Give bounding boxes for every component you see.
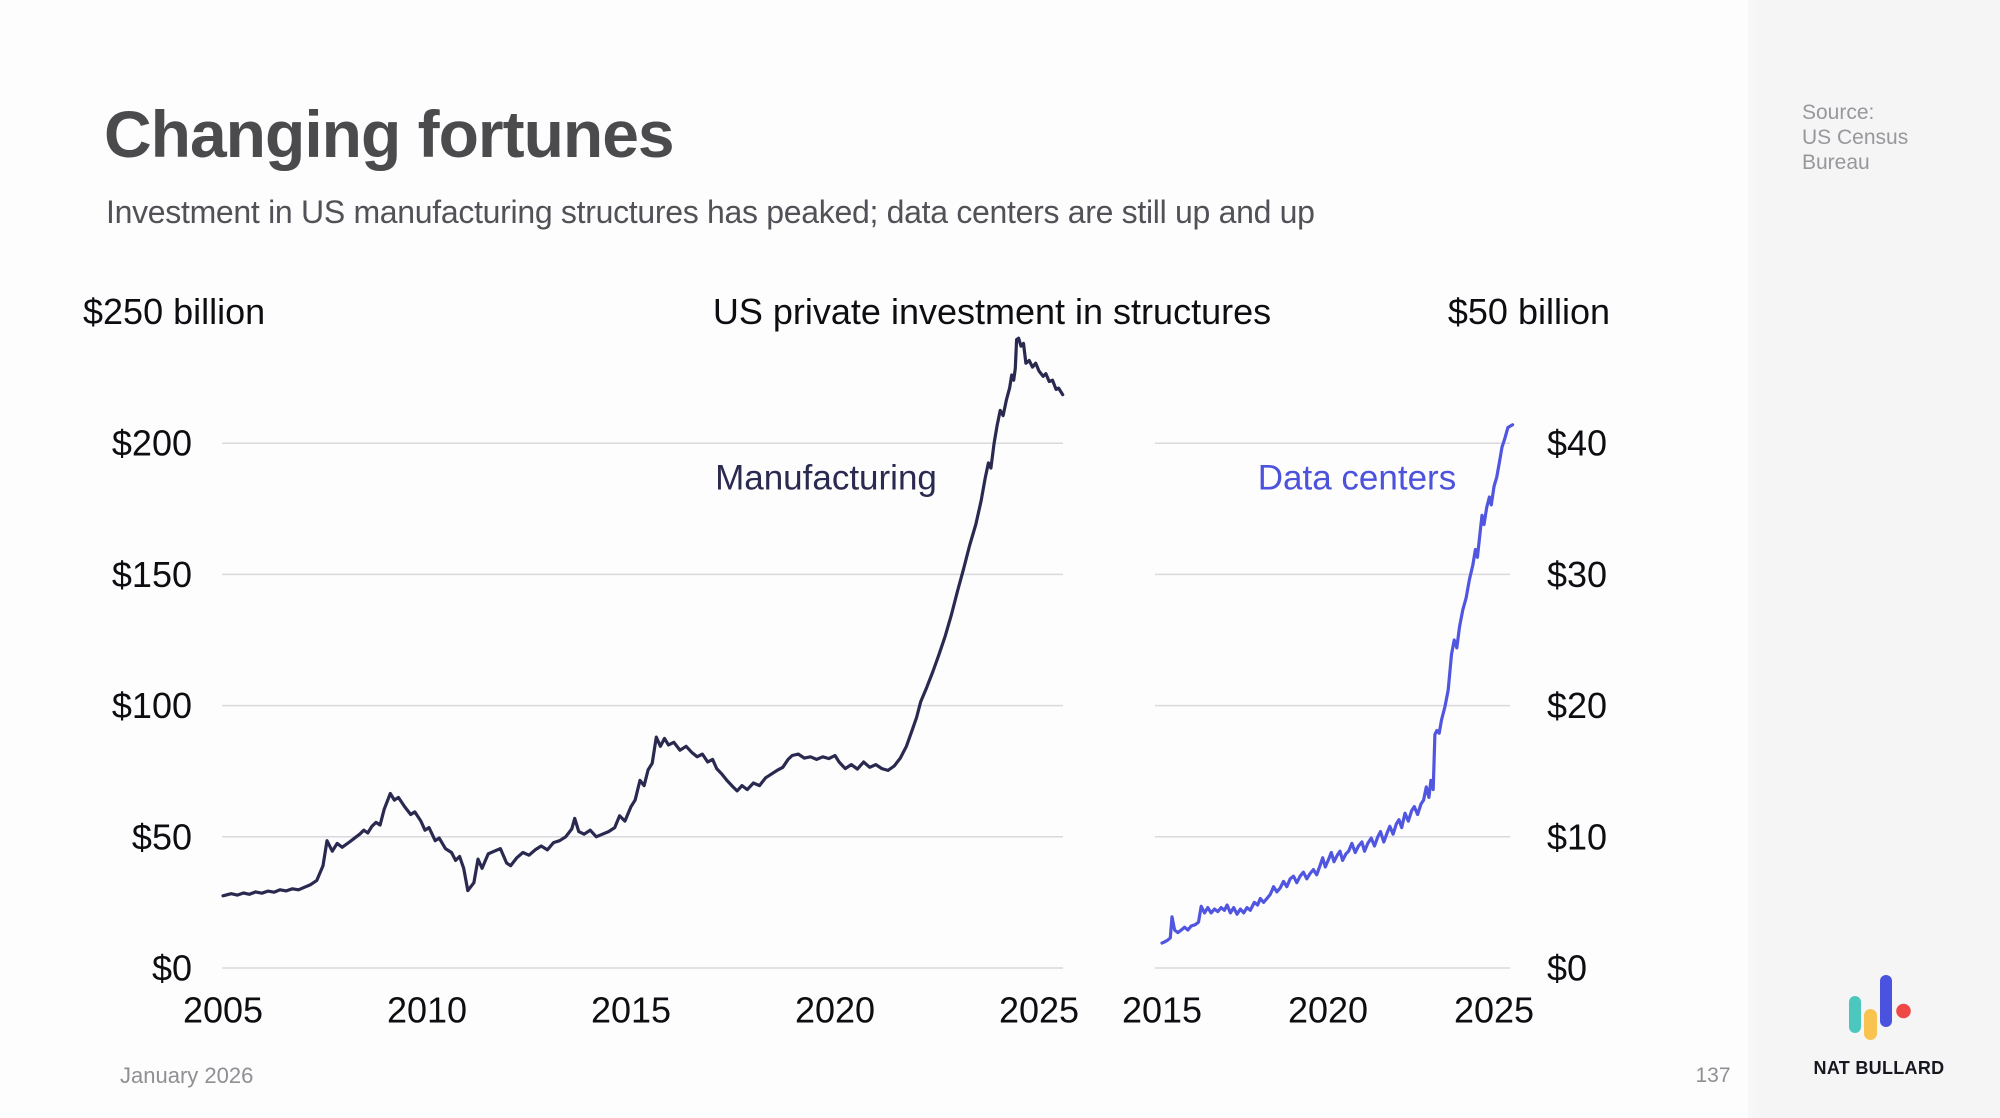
page-number: 137: [1695, 1064, 1731, 1087]
logo-bar-indigo: [1880, 975, 1892, 1027]
logo-dot-red: [1896, 1003, 1911, 1019]
logo-bar-teal: [1849, 996, 1861, 1033]
manufacturing-line: [221, 336, 1065, 898]
sidebar: Source: US Census Bureau NAT BULLARD: [1748, 0, 2000, 1118]
y-tick-label: $0: [152, 948, 192, 989]
brand-logo: [1849, 975, 1911, 1040]
data-centers-label: Data centers: [1258, 459, 1456, 498]
y-tick-label: $10: [1547, 816, 1607, 857]
left-axis-unit-label: $250 billion: [83, 291, 266, 332]
slide-title: Changing fortunes: [104, 97, 675, 171]
source-attribution: Source: US Census Bureau: [1802, 100, 1908, 175]
source-line: Bureau: [1802, 151, 1870, 174]
source-line: Source:: [1802, 101, 1875, 124]
x-tick-label: 2025: [999, 990, 1079, 1031]
x-tick-label: 2015: [1122, 990, 1202, 1031]
right-axis-unit-label: $50 billion: [1447, 291, 1610, 332]
x-tick-label: 2020: [795, 990, 875, 1031]
y-tick-label: $200: [112, 423, 192, 464]
slide-subtitle: Investment in US manufacturing structure…: [106, 194, 1315, 230]
y-tick-label: $20: [1547, 685, 1607, 726]
y-tick-label: $100: [112, 685, 192, 726]
data-centers-line: [1160, 423, 1515, 945]
source-line: US Census: [1802, 126, 1909, 149]
manufacturing-label: Manufacturing: [715, 459, 937, 498]
x-tick-label: 2025: [1454, 990, 1534, 1031]
logo-bar-yellow: [1864, 1009, 1877, 1040]
chart-title: US private investment in structures: [712, 291, 1272, 332]
y-tick-label: $150: [112, 554, 192, 595]
y-tick-label: $30: [1547, 554, 1607, 595]
x-tick-label: 2020: [1288, 990, 1368, 1031]
x-tick-label: 2010: [387, 990, 467, 1031]
x-tick-label: 2005: [183, 990, 263, 1031]
footer-date: January 2026: [120, 1063, 254, 1088]
x-tick-label: 2015: [591, 990, 671, 1031]
y-tick-label: $0: [1547, 948, 1587, 989]
y-tick-label: $50: [132, 816, 192, 857]
y-tick-label: $40: [1547, 423, 1607, 464]
brand-name: NAT BULLARD: [1813, 1058, 1945, 1078]
